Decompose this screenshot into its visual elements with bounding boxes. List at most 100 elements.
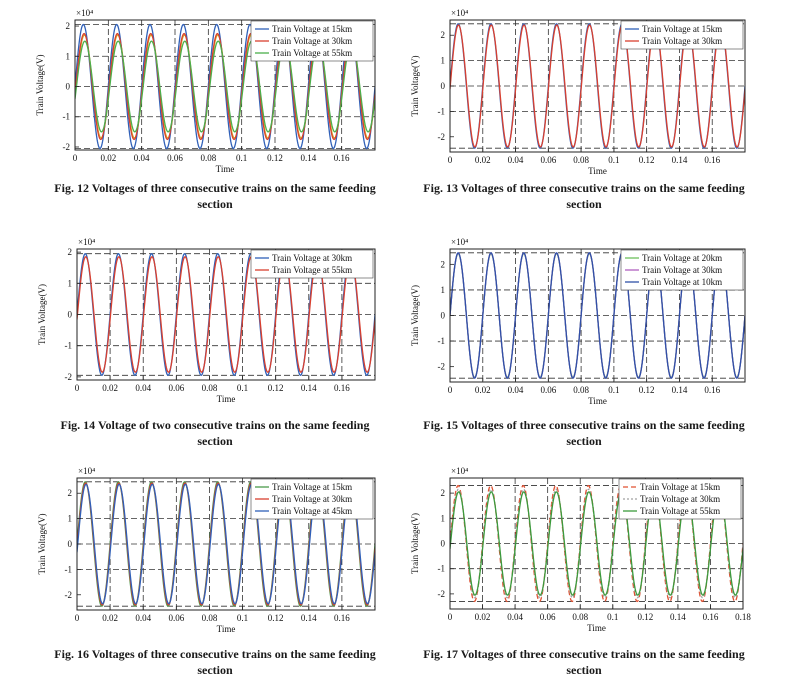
x-tick-label: 0.16 <box>703 612 719 622</box>
y-tick-label: -1 <box>438 564 446 574</box>
x-tick-label: 0.12 <box>639 155 655 165</box>
x-tick-label: 0.12 <box>639 385 655 395</box>
y-tick-label: 2 <box>441 259 446 269</box>
x-tick-label: 0.14 <box>670 612 686 622</box>
x-tick-label: 0.1 <box>236 153 247 163</box>
legend-label: Train Voltage at 55km <box>272 48 352 58</box>
x-axis-label: Time <box>217 394 236 404</box>
x-tick-label: 0.08 <box>202 613 218 623</box>
plot-area <box>77 252 375 377</box>
legend-label: Train Voltage at 45km <box>272 506 352 516</box>
y-exponent-label: ×10⁴ <box>76 8 93 18</box>
chart-fig-12: 0 0.02 0.04 0.06 0.08 0.1 0.12 0.14 0.16 -2 -1 0 1 2 ×… <box>35 8 376 174</box>
x-tick-label: 0.1 <box>608 385 619 395</box>
axes-frame <box>74 19 376 151</box>
caption-fig-16: Fig. 16 Voltages of three consecutive tr… <box>54 647 376 677</box>
y-tick-label: 0 <box>441 311 446 321</box>
y-tick-label: 2 <box>68 247 73 257</box>
y-tick-label: 0 <box>441 81 446 91</box>
plot-area <box>450 23 745 149</box>
y-axis-label: Train Voltage(V) <box>37 513 47 574</box>
series-line-3 <box>77 483 375 605</box>
y-axis-label: Train Voltage(V) <box>410 513 420 574</box>
y-tick-label: 2 <box>68 488 73 498</box>
chart-fig-14: 0 0.02 0.04 0.06 0.08 0.1 0.12 0.14 0.16 -2 -1 0 1 2 ×… <box>37 237 376 404</box>
legend-label: Train Voltage at 30km <box>642 36 722 46</box>
x-tick-label: 0 <box>448 385 453 395</box>
y-tick-label: 2 <box>66 21 71 31</box>
x-tick-label: 0.04 <box>135 613 151 623</box>
chart-fig-17: 0 0.02 0.04 0.06 0.08 0.1 0.12 0.14 0.16 0.18 -2 -1… <box>410 466 751 633</box>
plot-area <box>77 481 375 607</box>
series-line-2 <box>450 24 745 148</box>
chart-fig-13: 0 0.02 0.04 0.06 0.08 0.1 0.12 0.14 0.16 -2 -1 0 1 2 ×… <box>410 8 746 176</box>
y-exponent-label: ×10⁴ <box>451 8 468 18</box>
x-tick-label: 0.04 <box>508 155 524 165</box>
legend-label: Train Voltage at 10km <box>642 277 722 287</box>
legend-label: Train Voltage at 15km <box>272 24 352 34</box>
y-tick-label: 0 <box>66 82 71 92</box>
x-tick-label: 0.08 <box>573 385 589 395</box>
y-tick-label: -1 <box>65 564 73 574</box>
y-axis-label: Train Voltage(V) <box>35 54 45 115</box>
x-tick-label: 0.1 <box>607 612 618 622</box>
x-tick-label: 0.12 <box>268 383 284 393</box>
caption-fig-13: Fig. 13 Voltages of three consecutive tr… <box>423 181 745 211</box>
legend-label: Train Voltage at 30km <box>272 253 352 263</box>
x-tick-label: 0.16 <box>334 383 350 393</box>
x-tick-label: 0 <box>448 155 453 165</box>
x-tick-label: 0.06 <box>540 612 556 622</box>
x-tick-label: 0.18 <box>735 612 751 622</box>
y-exponent-label: ×10⁴ <box>451 466 468 476</box>
plot-area <box>450 484 743 603</box>
x-tick-label: 0.16 <box>334 613 350 623</box>
caption-fig-15: Fig. 15 Voltages of three consecutive tr… <box>423 418 745 448</box>
x-tick-label: 0.02 <box>102 383 118 393</box>
series-line-3 <box>450 491 743 596</box>
x-tick-label: 0.02 <box>475 612 491 622</box>
x-tick-label: 0.08 <box>573 155 589 165</box>
x-tick-label: 0.14 <box>300 153 316 163</box>
y-exponent-label: ×10⁴ <box>78 237 95 247</box>
x-axis-label: Time <box>216 164 235 174</box>
x-tick-label: 0.06 <box>167 153 183 163</box>
caption-fig-14: Fig. 14 Voltage of two consecutive train… <box>60 418 370 448</box>
y-tick-label: 0 <box>68 539 73 549</box>
x-tick-label: 0.02 <box>100 153 116 163</box>
x-tick-label: 0 <box>448 612 453 622</box>
x-axis-label: Time <box>588 166 607 176</box>
y-axis-label: Train Voltage(V) <box>410 55 420 116</box>
chart-fig-16: 0 0.02 0.04 0.06 0.08 0.1 0.12 0.14 0.16 -2 -1 0 1 2 ×… <box>37 466 376 634</box>
x-tick-label: 0.02 <box>475 385 491 395</box>
y-axis-label: Train Voltage(V) <box>37 284 47 345</box>
legend-box <box>250 20 374 62</box>
x-tick-label: 0.02 <box>102 613 118 623</box>
x-tick-label: 0.06 <box>168 383 184 393</box>
y-tick-label: 1 <box>68 514 73 524</box>
y-tick-label: -2 <box>438 132 446 142</box>
legend-box <box>250 478 374 520</box>
legend-box <box>620 249 744 291</box>
y-tick-label: 1 <box>441 56 446 66</box>
x-tick-label: 0.04 <box>134 153 150 163</box>
series-line-3 <box>75 40 375 133</box>
x-tick-label: 0.14 <box>672 385 688 395</box>
x-tick-label: 0.06 <box>168 613 184 623</box>
x-tick-label: 0 <box>75 383 80 393</box>
y-tick-label: 1 <box>68 278 73 288</box>
plot-area <box>450 252 745 379</box>
x-tick-label: 0.04 <box>507 612 523 622</box>
y-tick-label: 1 <box>441 513 446 523</box>
x-tick-label: 0.06 <box>540 155 556 165</box>
legend-box <box>620 20 744 50</box>
y-tick-label: 0 <box>68 310 73 320</box>
x-tick-label: 0 <box>73 153 78 163</box>
y-exponent-label: ×10⁴ <box>78 466 95 476</box>
x-tick-label: 0.14 <box>672 155 688 165</box>
x-tick-label: 0 <box>75 613 80 623</box>
legend-label: Train Voltage at 55km <box>640 506 720 516</box>
y-tick-label: -1 <box>438 106 446 116</box>
series-line-3 <box>450 252 745 379</box>
legend-label: Train Voltage at 55km <box>272 265 352 275</box>
x-tick-label: 0.12 <box>268 613 284 623</box>
